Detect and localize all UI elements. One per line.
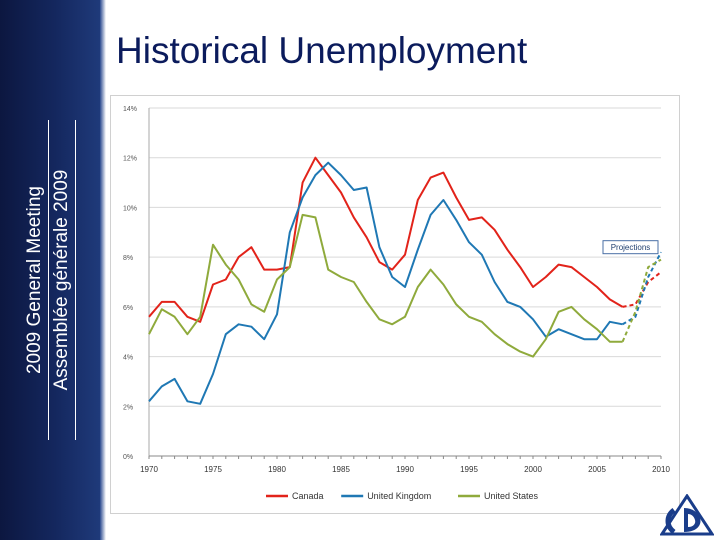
x-tick-label: 2005 [588, 465, 606, 474]
y-tick-label: 2% [123, 404, 133, 411]
y-tick-label: 8% [123, 255, 133, 262]
projections-box [602, 240, 659, 255]
projection-line-canada [622, 271, 662, 308]
sidebar-banner: 2009 General Meeting Assemblée générale … [0, 0, 100, 540]
series-line-united-states [148, 213, 623, 358]
legend-label-united-states: United States [484, 491, 539, 501]
series-line-united-kingdom [148, 161, 623, 405]
y-tick-label: 4% [123, 355, 133, 362]
x-tick-label: 1980 [268, 465, 286, 474]
meeting-caption-line2: Assemblée générale 2009 [51, 169, 72, 391]
meeting-caption-divider [48, 120, 49, 440]
x-tick-label: 1995 [460, 465, 478, 474]
legend-label-canada: Canada [292, 491, 324, 501]
chart-frame: 0% 2% 4% 6% 8% 10% 12% 14% 1970 1975 1980 1985 1990 1… [110, 95, 680, 514]
projection-line-united-states [621, 258, 662, 343]
x-tick-label: 1975 [204, 465, 222, 474]
projection-line-united-kingdom [622, 251, 662, 326]
projections-label: Projections [611, 243, 651, 252]
slide-title: Historical Unemployment [116, 30, 528, 71]
y-tick-label: 12% [123, 156, 137, 163]
unemployment-chart: 0% 2% 4% 6% 8% 10% 12% 14% 1970 1975 1980 1985 1990 1… [123, 106, 670, 501]
x-tick-label: 1970 [140, 465, 158, 474]
y-tick-label: 14% [123, 106, 137, 113]
x-tick-label: 2000 [524, 465, 542, 474]
x-tick-label: 2010 [652, 465, 670, 474]
organization-logo-icon [660, 494, 714, 536]
sidebar-edge [100, 0, 106, 540]
x-tick-label: 1985 [332, 465, 350, 474]
legend-label-united-kingdom: United Kingdom [367, 491, 431, 501]
y-tick-label: 6% [123, 305, 133, 312]
meeting-caption: 2009 General Meeting Assemblée générale … [23, 120, 77, 440]
meeting-caption-line1: 2009 General Meeting [24, 186, 45, 375]
meeting-caption-underline [75, 120, 76, 440]
y-tick-label: 0% [123, 454, 133, 461]
x-tick-label: 1990 [396, 465, 414, 474]
series-line-canada [148, 156, 624, 323]
y-tick-label: 10% [123, 205, 137, 212]
